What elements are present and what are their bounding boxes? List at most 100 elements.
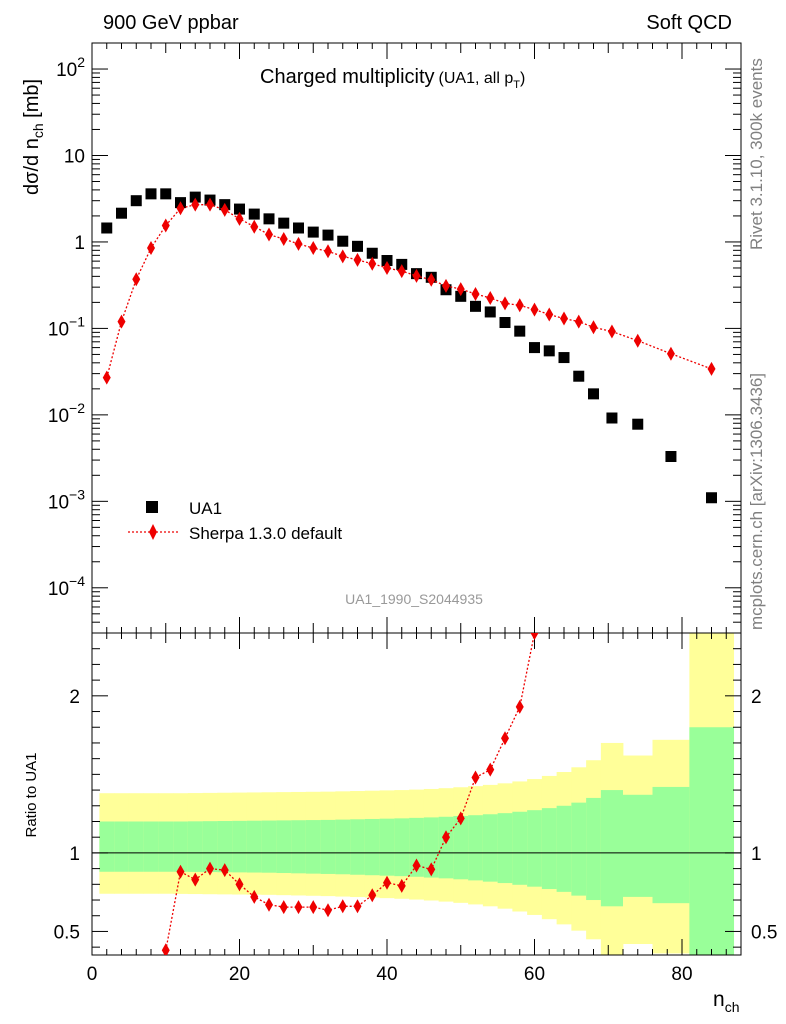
- ua1-data-point: [130, 195, 142, 207]
- main-frame: [91, 42, 742, 634]
- sherpa-data-point: [607, 324, 616, 339]
- sherpa-data-point: [560, 311, 568, 326]
- main-y-tick-label: 102: [56, 54, 85, 81]
- sherpa-data-point: [294, 236, 303, 251]
- legend-sherpa-marker: [149, 524, 157, 540]
- ratio-sherpa-point: [530, 633, 539, 640]
- sherpa-data-point: [220, 202, 229, 217]
- ratio-uncertainty-bands: [99, 633, 735, 955]
- ua1-data-point: [484, 306, 496, 318]
- x-axis-label-main: n: [713, 988, 725, 1011]
- ua1-data-point: [263, 213, 275, 225]
- ratio-sherpa-point: [501, 731, 509, 746]
- ua1-data-point: [499, 317, 511, 329]
- ratio-y-tick-label-right: 2: [751, 687, 762, 708]
- ratio-y-tick-label-right: 0.5: [751, 922, 777, 943]
- ratio-inner-band: [689, 727, 735, 955]
- ratio-inner-band: [305, 820, 322, 874]
- ratio-sherpa-point: [353, 899, 362, 914]
- sherpa-data-point: [265, 227, 273, 242]
- ua1-data-point: [588, 388, 599, 400]
- sherpa-data-point: [486, 290, 495, 305]
- ratio-sherpa-point: [412, 858, 421, 873]
- ua1-data-point: [322, 229, 334, 241]
- x-tick-label: 60: [524, 964, 545, 985]
- sherpa-data-point: [515, 298, 524, 313]
- sherpa-data-point: [666, 346, 675, 361]
- ratio-sherpa-point: [279, 900, 288, 915]
- ratio-inner-band: [364, 818, 381, 876]
- ua1-data-point: [543, 345, 555, 357]
- header-left-label: 900 GeV ppbar: [103, 12, 239, 34]
- plot-title-sub: (UA1, all p: [439, 70, 514, 87]
- ua1-data-point: [160, 188, 172, 200]
- ua1-data-point: [234, 203, 245, 215]
- ratio-sherpa-point: [515, 699, 524, 714]
- plot-title-main: Charged multiplicity: [260, 66, 435, 88]
- main-y-tick-label: 10−4: [48, 573, 85, 600]
- ratio-inner-band: [187, 821, 204, 872]
- sherpa-data-point: [279, 232, 288, 247]
- ua1-data-point: [632, 418, 644, 430]
- x-axis-label-sub: ch: [725, 999, 740, 1015]
- main-y-tick-exponent: −3: [69, 486, 85, 502]
- ratio-sherpa-point: [294, 900, 303, 915]
- ratio-sherpa-point: [220, 863, 229, 878]
- ratio-y-tick-label-right: 1: [751, 844, 762, 865]
- main-y-axis-label-unit: [mb]: [21, 79, 43, 123]
- main-y-tick-exponent: −2: [69, 400, 85, 416]
- ua1-data-point: [248, 208, 260, 220]
- sherpa-data-point: [147, 241, 155, 256]
- ua1-data-point: [278, 217, 290, 229]
- main-y-tick-base: 10: [48, 492, 69, 513]
- sherpa-data-point: [102, 370, 111, 385]
- ratio-inner-band: [571, 802, 587, 896]
- ratio-inner-band: [202, 821, 218, 873]
- main-y-tick-base: 10: [64, 146, 85, 167]
- ratio-inner-band: [438, 816, 454, 879]
- ratio-inner-band: [541, 808, 558, 890]
- ua1-data-point: [470, 300, 481, 312]
- plot-title: Charged multiplicity (UA1, all pT): [260, 66, 525, 91]
- ratio-inner-band: [423, 817, 440, 878]
- ratio-sherpa-point: [338, 899, 347, 914]
- main-y-tick-base: 10: [48, 319, 69, 340]
- sherpa-data-point: [427, 272, 436, 287]
- ua1-data-point: [352, 240, 363, 252]
- ratio-inner-band: [586, 797, 602, 901]
- ratio-sherpa-point: [265, 897, 273, 912]
- ua1-data-point: [189, 191, 201, 203]
- ua1-data-point: [558, 352, 570, 364]
- ratio-inner-band: [409, 817, 425, 877]
- ratio-inner-band: [379, 818, 395, 876]
- ratio-y-tick-label-left: 2: [69, 687, 80, 708]
- main-y-tick-exponent: 2: [77, 54, 85, 70]
- ratio-inner-band: [143, 821, 159, 872]
- ua1-data-point: [665, 450, 677, 462]
- sherpa-data-point: [412, 268, 421, 283]
- ua1-data-point: [293, 222, 304, 234]
- main-y-tick-base: 1: [74, 233, 85, 254]
- sherpa-data-point: [589, 320, 598, 335]
- sherpa-data-point: [235, 211, 244, 226]
- sherpa-data-point: [530, 302, 539, 317]
- ratio-inner-band: [482, 814, 499, 882]
- ratio-sherpa-point: [486, 762, 495, 777]
- ratio-sherpa-point: [309, 900, 318, 915]
- ratio-inner-band: [453, 815, 469, 880]
- sherpa-data-point: [707, 361, 716, 376]
- sherpa-data-point: [501, 296, 509, 311]
- ratio-sherpa-point: [324, 903, 332, 918]
- ratio-inner-band: [114, 821, 130, 872]
- main-y-axis-label: dσ/d nch [mb]: [21, 79, 46, 195]
- ratio-sherpa-point: [427, 862, 436, 877]
- ratio-inner-band: [261, 820, 277, 873]
- main-y-tick-label: 10: [64, 146, 85, 167]
- sherpa-data-point: [161, 218, 170, 233]
- ratio-sherpa-point: [383, 875, 391, 890]
- sherpa-data-point: [250, 219, 259, 234]
- main-y-tick-base: 10: [48, 579, 69, 600]
- main-y-axis-label-sub: ch: [30, 123, 46, 138]
- sherpa-line: [106, 204, 712, 378]
